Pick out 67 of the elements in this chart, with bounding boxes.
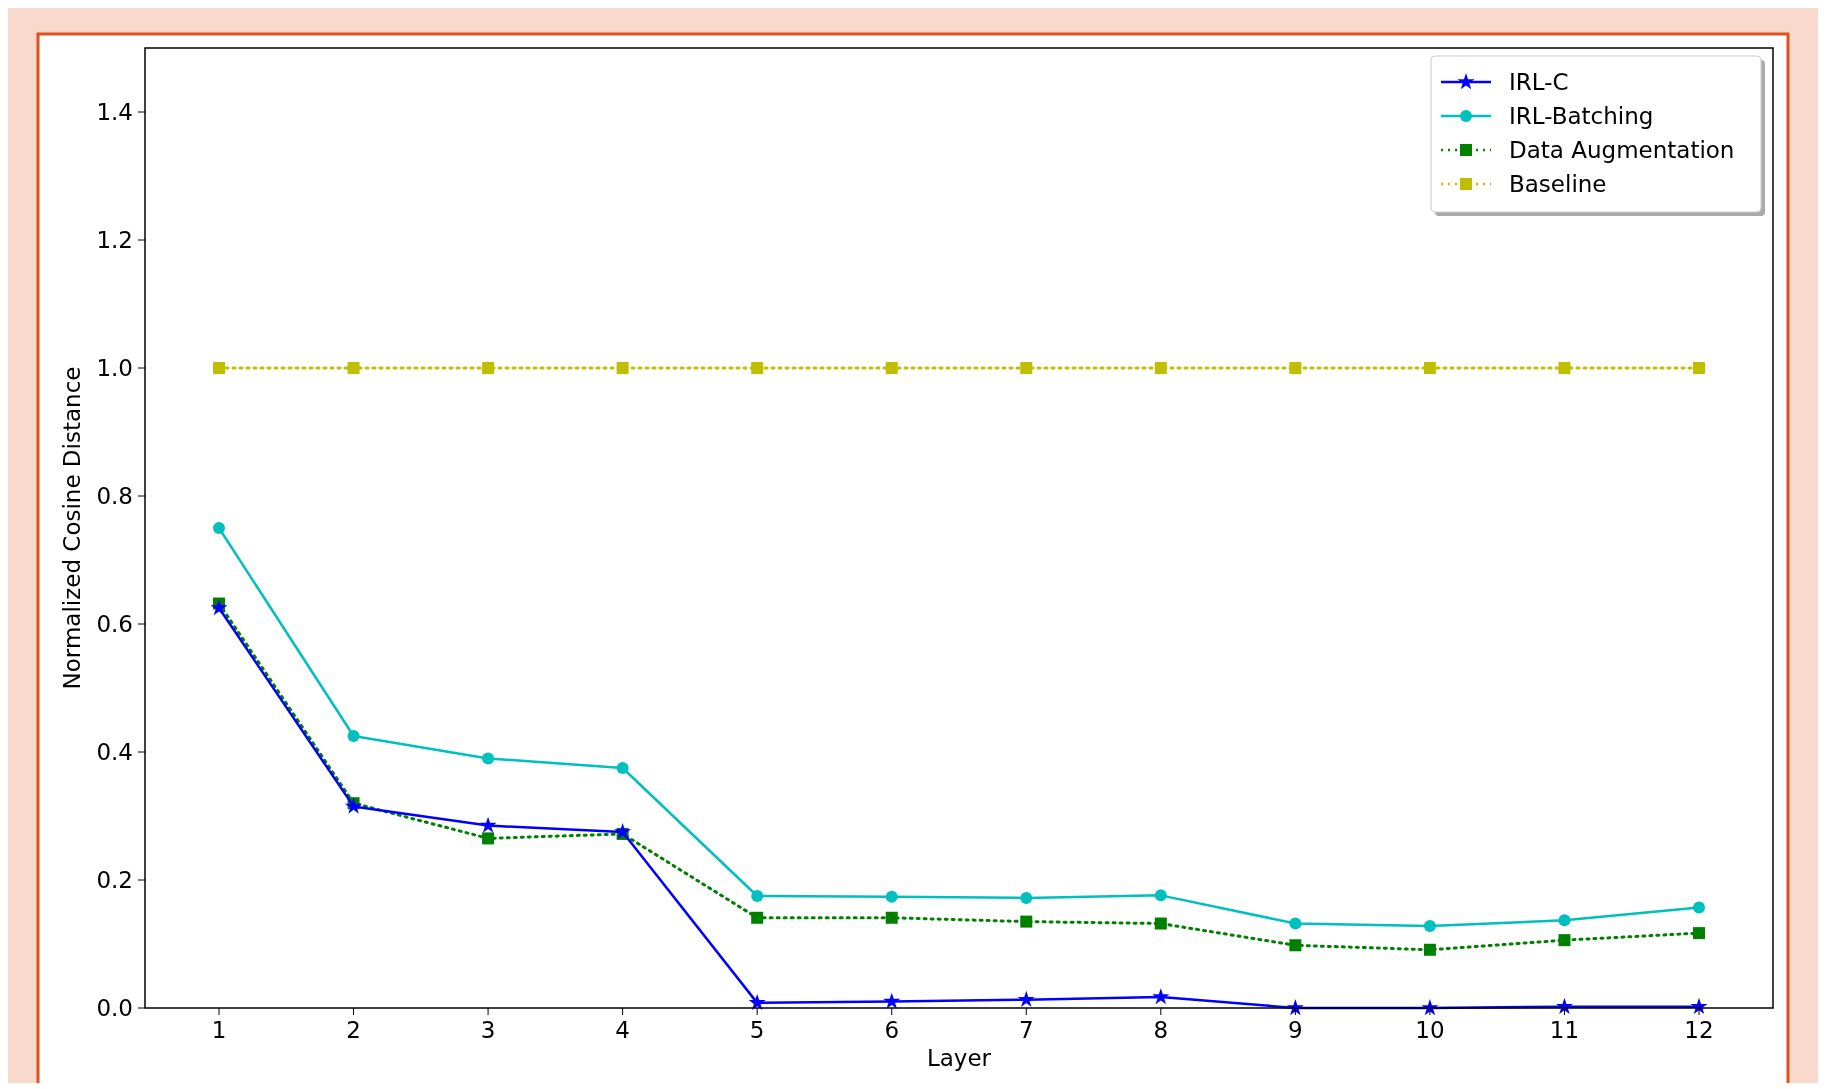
- x-tick-label: 1: [211, 1017, 227, 1043]
- point: [751, 890, 764, 902]
- point: [1558, 934, 1571, 947]
- x-tick-label: 2: [346, 1017, 361, 1043]
- y-tick-label: 0.8: [96, 483, 133, 509]
- y-tick-label: 0.2: [96, 867, 133, 893]
- point: [1154, 917, 1167, 930]
- point: [885, 890, 898, 903]
- x-tick-label: 9: [1288, 1017, 1303, 1043]
- point: [347, 362, 360, 374]
- x-tick-label: 10: [1415, 1017, 1445, 1043]
- point: [1558, 362, 1571, 374]
- x-tick-label: 7: [1018, 1017, 1034, 1043]
- y-axis-title: Normalized Cosine Distance: [59, 366, 85, 690]
- legend-label: Data Augmentation: [1509, 137, 1735, 163]
- y-tick-label: 0.0: [96, 995, 133, 1021]
- point: [1423, 362, 1436, 374]
- point: [345, 797, 363, 814]
- point: [1423, 943, 1436, 956]
- point: [885, 362, 898, 374]
- x-tick-label: 6: [884, 1017, 900, 1043]
- point: [1289, 939, 1302, 952]
- point: [482, 362, 495, 374]
- point: [213, 362, 225, 374]
- point: [1423, 920, 1436, 933]
- x-tick-label: 4: [615, 1017, 630, 1043]
- point: [614, 823, 632, 840]
- point: [1020, 362, 1033, 374]
- point: [883, 992, 901, 1009]
- point: [479, 816, 497, 833]
- point: [1154, 362, 1167, 374]
- point: [1693, 927, 1705, 940]
- legend-label: Baseline: [1509, 171, 1607, 197]
- point: [616, 762, 629, 774]
- x-tick-label: 12: [1684, 1017, 1714, 1043]
- point: [213, 522, 225, 534]
- x-tick-label: 5: [749, 1017, 765, 1043]
- legend-label: IRL-Batching: [1509, 103, 1654, 129]
- point: [1152, 988, 1170, 1005]
- point: [751, 911, 764, 924]
- x-axis-title: Layer: [926, 1045, 992, 1071]
- point: [616, 362, 629, 374]
- legend-label: IRL-C: [1509, 69, 1569, 95]
- y-tick-label: 1.0: [96, 355, 133, 381]
- x-tick-label: 3: [480, 1017, 496, 1043]
- point: [1017, 990, 1035, 1007]
- x-tick-label: 8: [1153, 1017, 1169, 1043]
- point: [1289, 917, 1302, 930]
- point: [1289, 362, 1302, 374]
- point: [1020, 891, 1033, 904]
- y-tick-label: 1.2: [96, 227, 133, 253]
- point: [1693, 362, 1705, 374]
- point: [1693, 901, 1705, 914]
- point: [885, 911, 898, 924]
- point: [1154, 889, 1167, 902]
- y-tick-label: 0.6: [96, 611, 133, 637]
- point: [751, 362, 764, 374]
- y-tick-label: 0.4: [96, 739, 133, 765]
- y-tick-label: 1.4: [96, 99, 133, 125]
- point: [482, 752, 495, 765]
- point: [210, 599, 228, 616]
- point: [347, 730, 360, 742]
- point: [1020, 915, 1033, 928]
- point: [482, 832, 495, 845]
- x-tick-label: 11: [1549, 1017, 1580, 1043]
- point: [748, 993, 766, 1011]
- point: [1558, 914, 1571, 927]
